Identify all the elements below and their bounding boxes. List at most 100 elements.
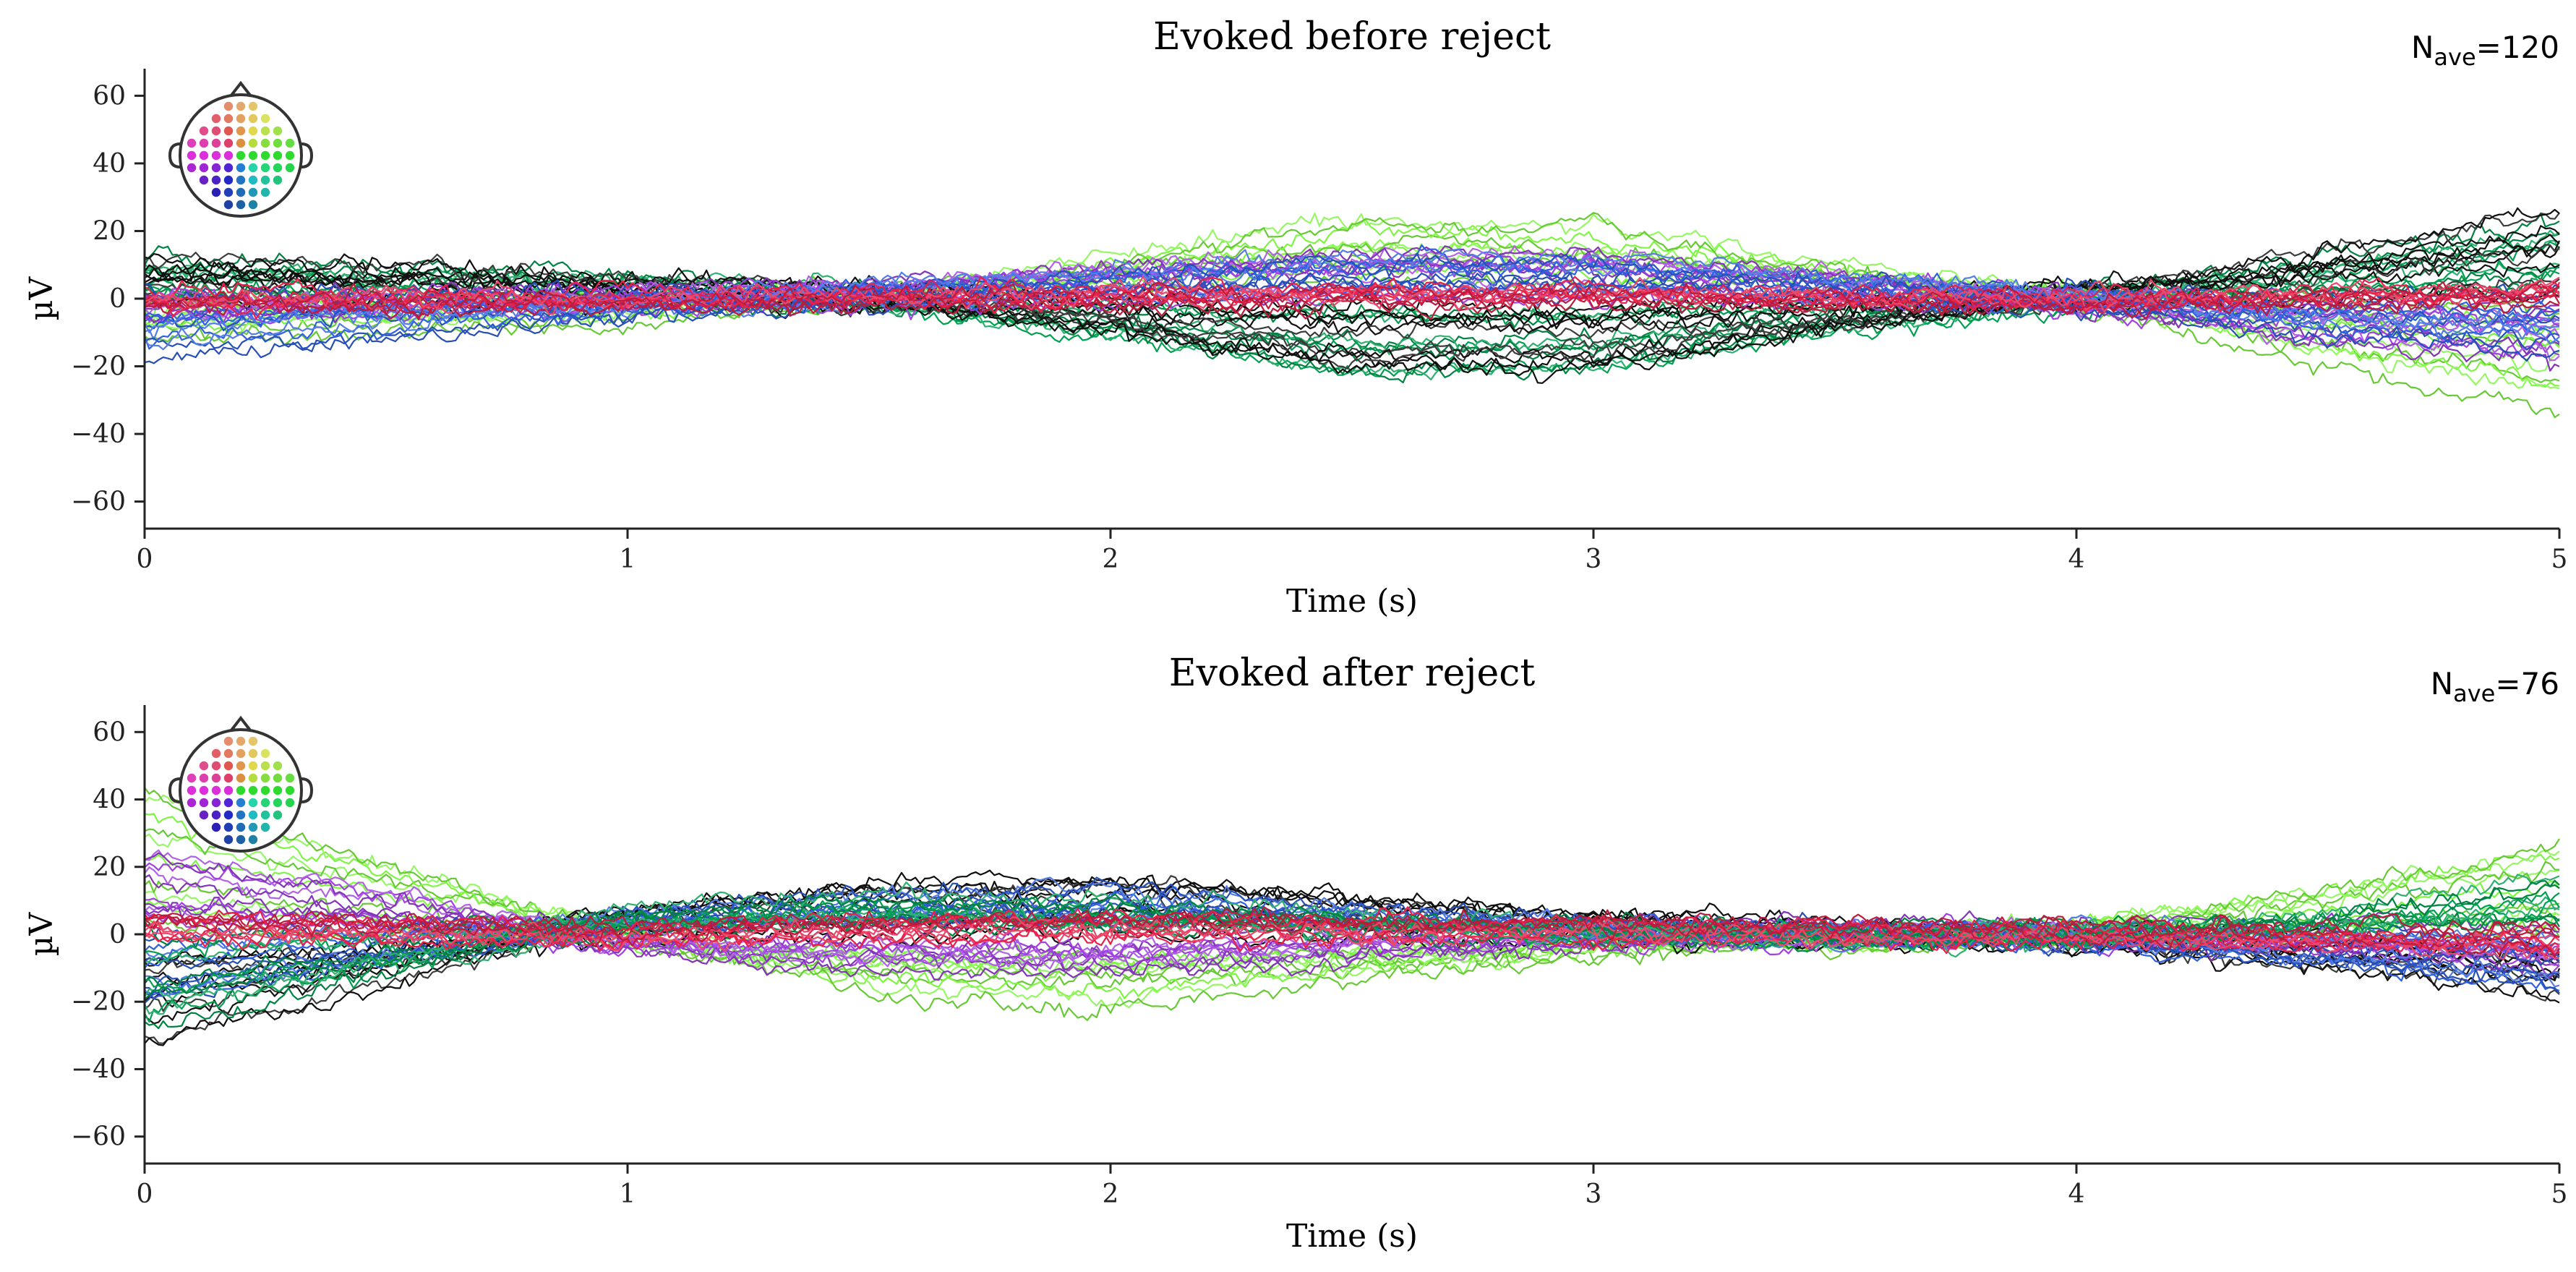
sensor-dot xyxy=(187,785,197,795)
sensor-dot xyxy=(273,798,283,808)
sensor-dot xyxy=(248,798,258,808)
sensor-dot xyxy=(248,175,258,185)
sensor-dot xyxy=(199,773,209,783)
x-tick-label: 1 xyxy=(620,1179,636,1209)
channel-trace-ch-group-red xyxy=(144,908,2560,947)
sensor-dot xyxy=(236,200,246,210)
sensor-dot xyxy=(260,773,270,783)
sensor-dot xyxy=(260,748,270,759)
sensor-dot xyxy=(199,798,209,808)
right-ear-mark xyxy=(301,142,314,168)
sensor-dot xyxy=(236,175,246,185)
sensor-dot xyxy=(187,150,197,161)
sensor-dot xyxy=(199,175,209,185)
sensor-dot xyxy=(285,163,295,173)
sensor-dot xyxy=(199,138,209,148)
sensor-dot xyxy=(273,761,283,771)
sensor-dot xyxy=(248,101,258,111)
sensor-dot xyxy=(211,822,221,832)
y-tick-label: −40 xyxy=(71,419,126,449)
channel-trace-ch-group-blue xyxy=(144,252,2560,364)
sensor-dot xyxy=(260,187,270,197)
sensor-dot xyxy=(273,126,283,136)
sensor-dot xyxy=(211,761,221,771)
sensor-dot xyxy=(187,798,197,808)
panel-after-reject: Evoked after reject Nave=76 −60−40−20020… xyxy=(23,652,2567,1255)
sensor-dot xyxy=(248,138,258,148)
x-tick-label: 5 xyxy=(2551,1179,2568,1209)
sensor-dot xyxy=(248,785,258,795)
sensor-dot xyxy=(211,163,221,173)
x-tick-label: 5 xyxy=(2551,545,2568,574)
sensor-layout-inset xyxy=(168,80,314,218)
sensor-dot xyxy=(285,150,295,161)
y-tick-label: −20 xyxy=(71,352,126,382)
nave-value: =76 xyxy=(2495,666,2559,701)
sensor-dot xyxy=(260,761,270,771)
x-tick-label: 1 xyxy=(620,545,636,574)
channel-trace-ch-group-red xyxy=(144,921,2560,952)
sensor-dot xyxy=(260,150,270,161)
sensor-dot xyxy=(187,138,197,148)
sensor-dot xyxy=(211,175,221,185)
y-axis-ticks: −60 −40 −20 0 20 40 60 xyxy=(71,717,145,1152)
channel-trace-ch-group-red xyxy=(144,910,2560,936)
sensor-dot xyxy=(285,798,295,808)
sensor-dot xyxy=(223,773,234,783)
channel-trace-ch-group-green-top xyxy=(144,212,2560,419)
sensor-dot xyxy=(199,810,209,820)
sensor-dot xyxy=(236,126,246,136)
sensor-dot xyxy=(260,138,270,148)
sensor-dot xyxy=(199,126,209,136)
x-tick-label: 0 xyxy=(137,545,153,574)
sensor-dot xyxy=(285,773,295,783)
y-tick-label: −60 xyxy=(71,487,126,517)
sensor-dot xyxy=(223,798,234,808)
sensor-dot xyxy=(248,163,258,173)
sensor-dot xyxy=(223,126,234,136)
nave-base: N xyxy=(2411,30,2434,65)
sensor-dot xyxy=(236,163,246,173)
sensor-dot xyxy=(273,138,283,148)
x-axis-ticks: 0 1 2 3 4 5 xyxy=(137,1164,2568,1209)
nave-sub: ave xyxy=(2453,680,2495,707)
sensor-dot xyxy=(248,835,258,845)
x-tick-label: 4 xyxy=(2068,545,2085,574)
sensor-dot xyxy=(236,822,246,832)
sensor-dot xyxy=(285,785,295,795)
panel-before-reject: Evoked before reject Nave=120 −60 −40 −20 0… xyxy=(23,15,2567,620)
nave-sub: ave xyxy=(2434,43,2476,71)
nose-mark xyxy=(229,80,252,98)
sensor-dot xyxy=(211,126,221,136)
sensor-dot xyxy=(211,114,221,124)
y-tick-label: 20 xyxy=(93,853,126,882)
sensor-dot xyxy=(236,785,246,795)
y-tick-label: 40 xyxy=(93,785,126,815)
sensor-dot xyxy=(260,798,270,808)
x-tick-label: 2 xyxy=(1103,1179,1119,1209)
nave-value: =120 xyxy=(2476,30,2559,65)
sensor-dot xyxy=(211,810,221,820)
sensor-dot xyxy=(260,114,270,124)
channel-trace-ch-group-black xyxy=(144,246,2560,330)
chart-title: Evoked after reject xyxy=(1169,652,1536,695)
channel-trace-ch-group-red xyxy=(144,911,2560,957)
channel-trace-ch-group-green-top xyxy=(144,794,2560,1009)
channel-traces xyxy=(143,207,2561,419)
sensor-dot xyxy=(223,822,234,832)
sensor-dot xyxy=(285,138,295,148)
sensor-dot xyxy=(248,748,258,759)
sensor-dot xyxy=(211,187,221,197)
sensor-dot xyxy=(211,773,221,783)
y-tick-label: 20 xyxy=(93,216,126,246)
sensor-dot xyxy=(273,773,283,783)
left-ear-mark xyxy=(168,142,181,168)
sensor-dot xyxy=(260,126,270,136)
sensor-dot xyxy=(223,138,234,148)
sensor-dot xyxy=(223,187,234,197)
sensor-dot xyxy=(223,835,234,845)
sensor-dot xyxy=(236,773,246,783)
sensor-dot xyxy=(236,798,246,808)
channel-trace-ch-group-red xyxy=(144,906,2560,949)
